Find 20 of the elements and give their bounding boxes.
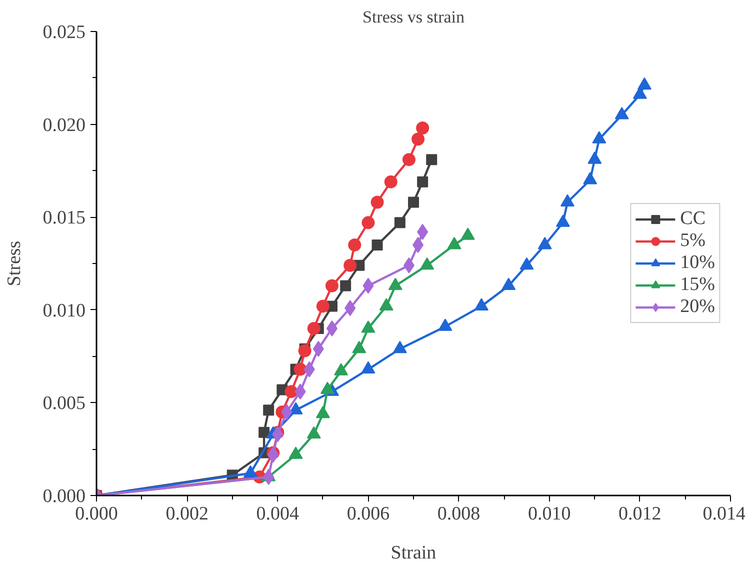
x-tick-label: 0.014 [702, 504, 746, 524]
legend-label: 5% [680, 230, 706, 252]
x-tick-label: 0.012 [618, 504, 662, 524]
y-tick-label: 0.010 [42, 300, 86, 322]
legend-label: 20% [680, 296, 715, 318]
legend-label: 15% [680, 274, 715, 296]
x-tick-label: 0.006 [346, 504, 390, 524]
x-tick-label: 0.004 [256, 504, 300, 524]
legend-label: 10% [680, 252, 715, 274]
y-tick-label: 0.020 [42, 114, 86, 136]
y-tick-label: 0.005 [42, 393, 86, 414]
x-axis-title: Strain [390, 542, 437, 564]
x-tick-label: 0.008 [437, 504, 480, 524]
y-tick-label: 0.015 [42, 208, 86, 229]
x-tick-label: 0.002 [166, 504, 208, 524]
x-tick-label: 0.010 [528, 504, 571, 524]
chart-title: Stress vs strain [362, 8, 465, 26]
legend-label: CC [680, 208, 706, 230]
y-axis-title: Stress [4, 240, 25, 286]
y-tick-label: 0.025 [42, 22, 86, 43]
